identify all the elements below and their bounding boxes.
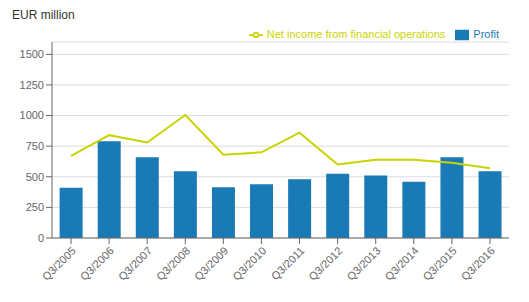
svg-text:Q3/2005: Q3/2005 xyxy=(40,244,78,282)
svg-text:Q3/2010: Q3/2010 xyxy=(230,244,268,282)
svg-text:1250: 1250 xyxy=(20,79,44,91)
svg-text:1500: 1500 xyxy=(20,48,44,60)
svg-text:Q3/2014: Q3/2014 xyxy=(382,244,420,282)
svg-text:Q3/2006: Q3/2006 xyxy=(78,244,116,282)
html-text:EUR million: EUR million xyxy=(12,8,75,22)
svg-text:Q3/2015: Q3/2015 xyxy=(420,244,458,282)
svg-text:Q3/2013: Q3/2013 xyxy=(344,244,382,282)
svg-text:Q3/2016: Q3/2016 xyxy=(459,244,497,282)
html-text:Profit: Profit xyxy=(473,28,499,40)
svg-text:Q3/2009: Q3/2009 xyxy=(192,244,230,282)
svg-text:750: 750 xyxy=(26,140,44,152)
svg-text:Q3/2011: Q3/2011 xyxy=(269,244,307,282)
svg-text:Q3/2012: Q3/2012 xyxy=(306,244,344,282)
html-text:Net income from financial oper: Net income from financial operations xyxy=(266,28,446,40)
svg-text:1000: 1000 xyxy=(20,109,44,121)
svg-text:500: 500 xyxy=(26,171,44,183)
svg-text:Q3/2007: Q3/2007 xyxy=(116,244,154,282)
svg-text:Q3/2008: Q3/2008 xyxy=(154,244,192,282)
svg-text:250: 250 xyxy=(26,201,44,213)
svg-text:0: 0 xyxy=(38,232,44,244)
